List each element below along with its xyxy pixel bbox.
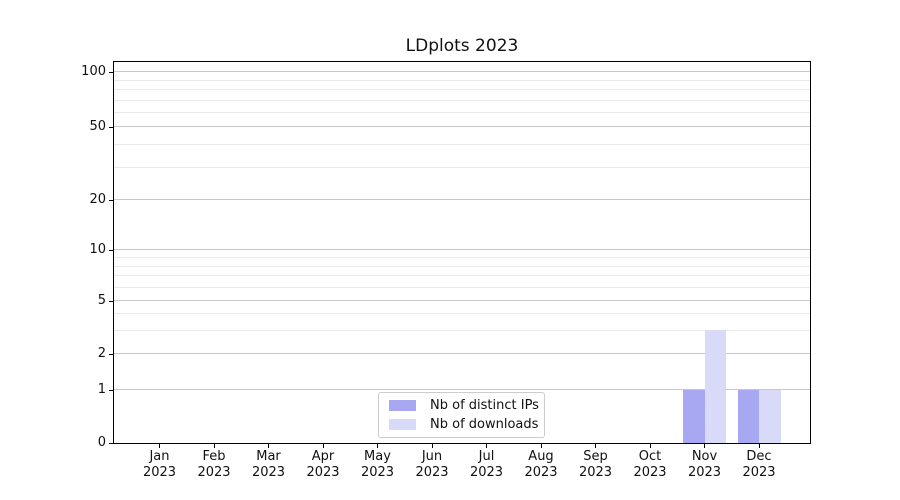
gridline-major [114,389,810,390]
x-tick-year: 2023 [360,464,395,480]
x-tick-month: Nov [691,449,718,464]
y-tick-mark [109,300,113,302]
x-tick-label: Aug 2023 [514,449,568,480]
y-tick-label: 1 [97,381,106,397]
gridline-major [114,199,810,201]
y-tick-mark [109,443,113,444]
x-tick-year: 2023 [197,464,231,480]
x-tick-mark [595,444,596,448]
y-tick-mark [109,249,113,251]
gridline-minor [114,143,810,145]
gridline-major [114,71,810,73]
gridline-minor [114,265,810,267]
bar-downloads [704,330,726,443]
y-tick-label: 50 [89,118,106,134]
x-tick-year: 2023 [633,464,667,480]
gridline-minor [114,166,810,168]
x-tick-year: 2023 [306,464,340,480]
x-tick-mark [268,444,269,448]
gridline-major [114,126,810,127]
y-tick-mark [109,389,113,391]
gridline-minor [114,79,810,81]
y-tick-label: 100 [81,63,106,79]
gridline-major [114,353,810,355]
x-tick-mark [649,444,651,448]
x-tick-label: Mar 2023 [242,449,296,480]
x-tick-mark [704,444,705,448]
gridline-minor [114,257,810,259]
gridline-minor [114,99,810,101]
x-tick-month: Jul [478,449,495,464]
x-tick-label: May 2023 [351,449,405,480]
x-tick-label: Jul 2023 [460,449,514,480]
plot-area [113,61,811,444]
x-tick-label: Jun 2023 [405,449,459,480]
bar-distinct-ips [737,389,759,443]
x-tick-year: 2023 [251,464,286,480]
x-tick-label: Sep 2023 [569,449,623,480]
y-tick-label: 20 [89,191,106,207]
x-tick-mark [213,444,215,448]
y-tick-label: 10 [89,241,106,257]
x-tick-year: 2023 [578,464,613,480]
gridline-minor [114,286,810,288]
y-tick-mark [109,126,113,128]
y-tick-mark [109,353,113,355]
x-tick-month: Apr [311,449,335,464]
x-tick-mark [377,444,378,448]
y-tick-mark [109,199,113,201]
gridline-major [114,249,810,251]
legend-label-distinct-ips: Nb of distinct IPs [430,398,539,413]
gridline-minor [114,275,810,277]
x-tick-label: Apr 2023 [296,449,350,480]
x-tick-month: Sep [583,449,608,464]
x-tick-year: 2023 [742,464,776,480]
legend-swatch-distinct-ips [389,400,416,411]
x-tick-label: Nov 2023 [678,449,732,480]
gridline-minor [114,329,810,331]
x-tick-mark [322,444,324,448]
x-tick-label: Dec 2023 [732,449,786,480]
legend-item-distinct-ips: Nb of distinct IPs [389,398,544,413]
x-tick-year: 2023 [142,464,177,480]
y-tick-label: 5 [97,292,106,308]
legend-item-downloads: Nb of downloads [389,417,544,432]
x-tick-label: Jan 2023 [133,449,187,480]
chart-title: LDplots 2023 [405,36,519,56]
legend-swatch-downloads [389,419,416,430]
x-tick-month: Jan [149,449,170,464]
x-tick-month: Feb [202,449,226,464]
y-tick-label: 2 [97,345,106,361]
x-tick-month: Dec [746,449,772,464]
x-tick-mark [486,444,487,448]
y-tick-mark [109,71,113,73]
legend-label-downloads: Nb of downloads [430,417,539,432]
x-tick-month: Mar [256,449,281,464]
x-tick-month: Jun [421,449,443,464]
x-tick-month: Aug [528,449,554,464]
x-tick-label: Oct 2023 [623,449,677,480]
x-tick-label: Feb 2023 [187,449,241,480]
x-tick-month: Oct [638,449,662,464]
bar-distinct-ips [683,389,705,443]
x-tick-year: 2023 [524,464,558,480]
gridline-minor [114,89,810,91]
bar-downloads [759,389,781,443]
gridline-minor [114,313,810,315]
x-tick-month: May [364,449,391,464]
y-tick-label: 0 [97,435,106,450]
x-tick-mark [540,444,542,448]
x-tick-year: 2023 [415,464,449,480]
legend: Nb of distinct IPs Nb of downloads [378,392,545,438]
gridline-minor [114,111,810,113]
x-tick-year: 2023 [469,464,504,480]
x-tick-year: 2023 [687,464,722,480]
x-tick-mark [159,444,160,448]
x-tick-mark [431,444,433,448]
x-tick-mark [758,444,760,448]
gridline-major [114,300,810,301]
